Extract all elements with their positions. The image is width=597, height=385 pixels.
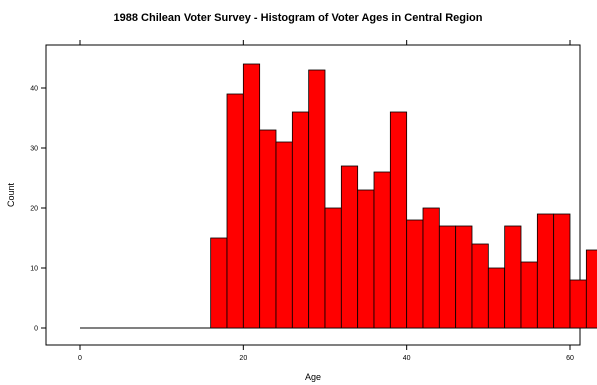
histogram-bar <box>275 141 293 329</box>
y-tick-label: 20 <box>30 206 38 213</box>
histogram-bar <box>226 93 244 329</box>
x-tick-label: 40 <box>403 355 411 362</box>
histogram-bar <box>357 189 375 329</box>
y-tick-label: 40 <box>30 86 38 93</box>
histogram-bar <box>291 111 310 329</box>
histogram-bar <box>536 213 555 329</box>
x-tick-label: 20 <box>239 355 247 362</box>
x-axis-ticks: 0 20 40 60 <box>78 40 574 362</box>
histogram-bar <box>504 225 522 329</box>
histogram-bar <box>406 219 424 329</box>
histogram-bar <box>487 267 506 329</box>
x-tick-label: 0 <box>78 355 82 362</box>
histogram-bar <box>373 171 391 329</box>
histogram-bar <box>422 207 440 329</box>
histogram-bar <box>340 165 359 329</box>
histogram-bar <box>259 129 277 329</box>
y-axis-label: Count <box>6 183 16 208</box>
chart-title: 1988 Chilean Voter Survey - Histogram of… <box>114 12 483 24</box>
x-axis-label: Age <box>305 372 321 382</box>
histogram-bar <box>520 261 538 329</box>
plot-frame <box>45 44 581 346</box>
y-tick-label: 10 <box>30 266 38 273</box>
histogram-bar <box>210 237 228 329</box>
histogram-bar <box>455 225 473 329</box>
y-axis-ticks: 0 10 20 30 40 <box>30 86 46 333</box>
histogram-bar <box>308 69 326 329</box>
histogram-bars <box>80 63 597 329</box>
histogram-bar <box>471 243 489 329</box>
y-tick-label: 0 <box>34 326 38 333</box>
y-tick-label: 30 <box>30 146 38 153</box>
histogram-bar <box>569 279 587 329</box>
histogram-bar <box>438 225 457 329</box>
histogram-bar <box>389 111 408 329</box>
histogram-bar <box>585 249 597 329</box>
histogram-bar <box>553 213 571 329</box>
x-tick-label: 60 <box>566 355 574 362</box>
histogram-bar <box>324 207 342 329</box>
histogram-bar <box>242 63 261 329</box>
